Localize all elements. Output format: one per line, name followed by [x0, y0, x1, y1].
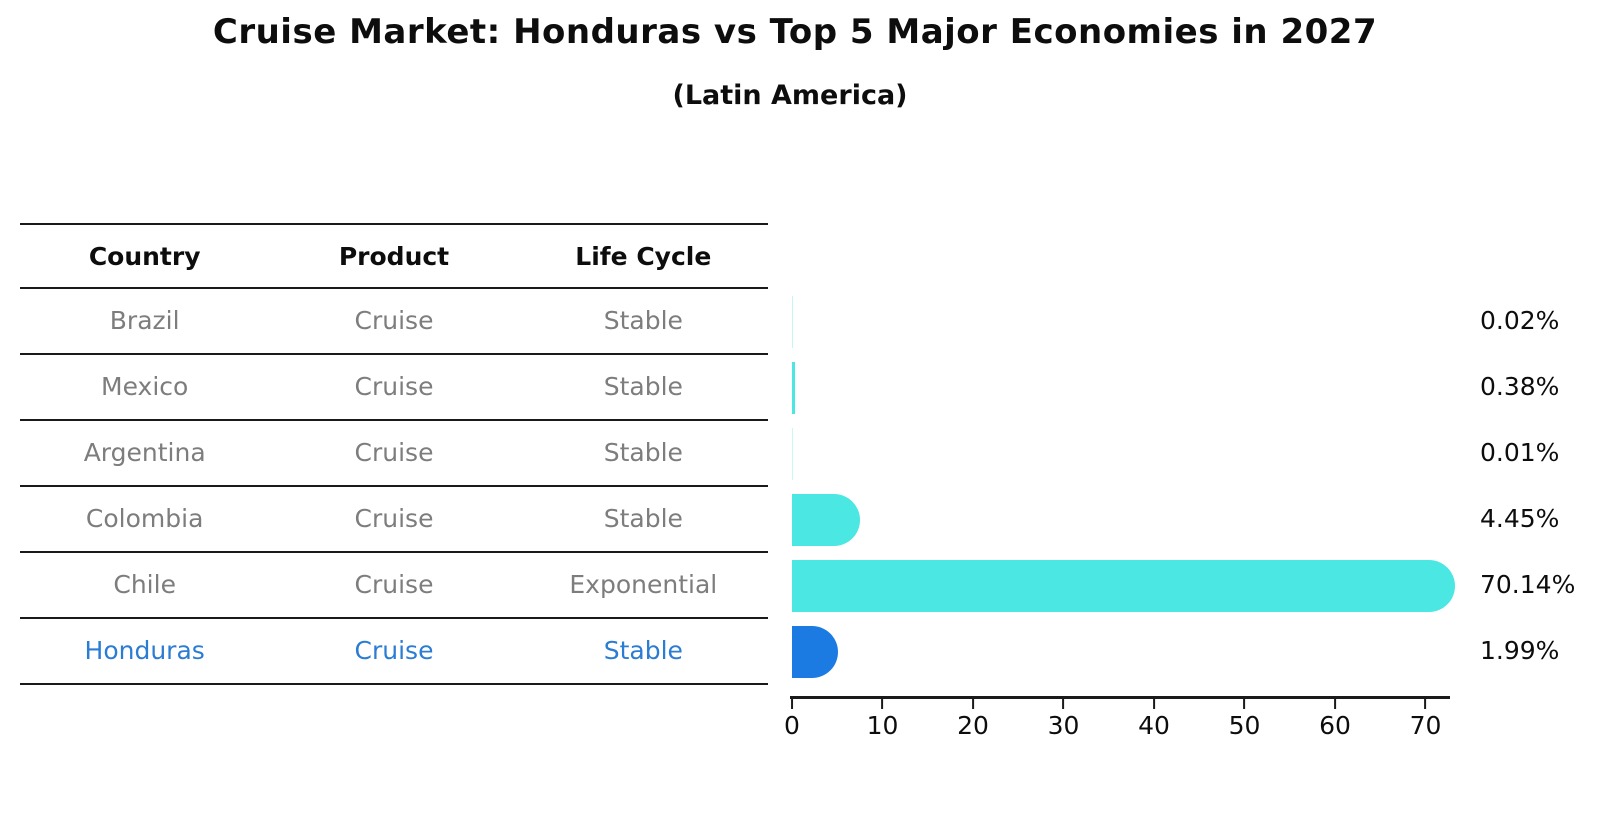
tick-mark: [1424, 699, 1427, 709]
x-axis-tick-50: 50: [1228, 699, 1261, 740]
cell-life-cycle: Stable: [603, 372, 683, 401]
x-axis-tick-20: 20: [957, 699, 989, 740]
table-row-mexico: Mexico Cruise Stable: [20, 355, 768, 421]
cell-life-cycle: Stable: [603, 636, 683, 665]
column-header-product: Product: [338, 242, 450, 271]
bar-chart: 0 10 20 30 40 50 60 70: [784, 223, 1492, 783]
tick-mark: [1062, 699, 1065, 709]
bar-colombia: [792, 494, 861, 546]
x-axis-line: [790, 696, 1450, 699]
tick-label: 60: [1319, 711, 1351, 740]
cell-life-cycle: Stable: [603, 504, 683, 533]
tick-mark: [1243, 699, 1246, 709]
cell-product: Cruise: [354, 306, 434, 335]
column-header-life-cycle: Life Cycle: [575, 242, 712, 271]
cell-country: Mexico: [101, 372, 189, 401]
x-axis-tick-60: 60: [1319, 699, 1351, 740]
tick-mark: [972, 699, 974, 709]
bar-honduras: [792, 626, 838, 678]
tick-label: 40: [1138, 711, 1170, 740]
cell-product: Cruise: [354, 570, 434, 599]
value-label-argentina: 0.01%: [1480, 438, 1560, 467]
value-label-colombia: 4.45%: [1480, 504, 1560, 533]
cell-product: Cruise: [354, 438, 434, 467]
x-axis-tick-10: 10: [866, 699, 899, 740]
cell-country: Chile: [113, 570, 176, 599]
bar-argentina: [792, 428, 793, 480]
cell-product: Cruise: [354, 372, 434, 401]
x-axis-tick-70: 70: [1409, 699, 1442, 740]
cell-product: Cruise: [354, 504, 434, 533]
x-axis-tick-40: 40: [1138, 699, 1170, 740]
table-row-colombia: Colombia Cruise Stable: [20, 487, 768, 553]
table-row-brazil: Brazil Cruise Stable: [20, 289, 768, 355]
cell-country: Colombia: [85, 504, 204, 533]
tick-mark: [791, 699, 793, 709]
value-label-brazil: 0.02%: [1480, 306, 1560, 335]
chart-subtitle: (Latin America): [672, 80, 908, 111]
table-header-row: Country Product Life Cycle: [20, 223, 768, 289]
tick-label: 10: [866, 711, 899, 740]
value-label-honduras: 1.99%: [1480, 636, 1560, 665]
cell-country: Honduras: [84, 636, 205, 665]
cell-life-cycle: Stable: [603, 306, 683, 335]
tick-label: 70: [1409, 711, 1442, 740]
tick-label: 20: [957, 711, 989, 740]
tick-mark: [1153, 699, 1155, 709]
table-row-honduras: Honduras Cruise Stable: [20, 619, 768, 685]
x-axis-tick-0: 0: [784, 699, 800, 740]
cell-product: Cruise: [354, 636, 434, 665]
tick-mark: [1334, 699, 1336, 709]
cell-country: Brazil: [109, 306, 180, 335]
column-header-country: Country: [88, 242, 201, 271]
comparison-table: Country Product Life Cycle Brazil Cruise…: [20, 223, 768, 685]
tick-mark: [881, 699, 884, 709]
value-label-chile: 70.14%: [1480, 570, 1576, 599]
cell-life-cycle: Exponential: [569, 570, 718, 599]
table-row-argentina: Argentina Cruise Stable: [20, 421, 768, 487]
value-label-mexico: 0.38%: [1480, 372, 1560, 401]
bar-brazil: [792, 296, 793, 348]
cell-country: Argentina: [83, 438, 206, 467]
tick-label: 50: [1228, 711, 1261, 740]
chart-title: Cruise Market: Honduras vs Top 5 Major E…: [212, 12, 1378, 52]
cell-life-cycle: Stable: [603, 438, 683, 467]
table-row-chile: Chile Cruise Exponential: [20, 553, 768, 619]
bar-chile: [792, 560, 1455, 612]
bar-mexico: [792, 362, 796, 414]
x-axis-tick-30: 30: [1047, 699, 1080, 740]
tick-label: 30: [1047, 711, 1080, 740]
tick-label: 0: [784, 711, 800, 740]
